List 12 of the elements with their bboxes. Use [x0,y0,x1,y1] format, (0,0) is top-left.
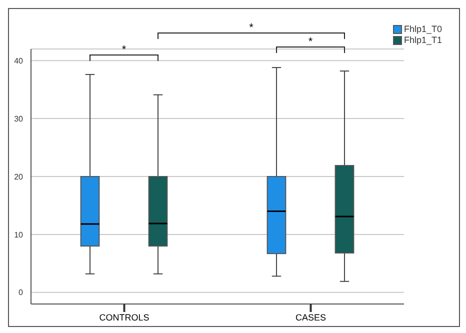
text: * [308,36,314,48]
text: * [249,22,254,34]
x-tick-label: CONTROLS [99,312,150,322]
annotation: * [122,44,127,56]
legend-label: Fhlp1_T1 [404,35,442,46]
x-tick-label: CASES [295,312,326,322]
legend-label: Fhlp1_T0 [404,24,442,35]
y-tick-label: 20 [14,172,24,182]
y-tick-label: 30 [14,114,24,124]
y-tick-label: 0 [18,288,24,298]
y-tick-label: 40 [14,56,24,66]
y-tick-label: 10 [14,230,24,240]
